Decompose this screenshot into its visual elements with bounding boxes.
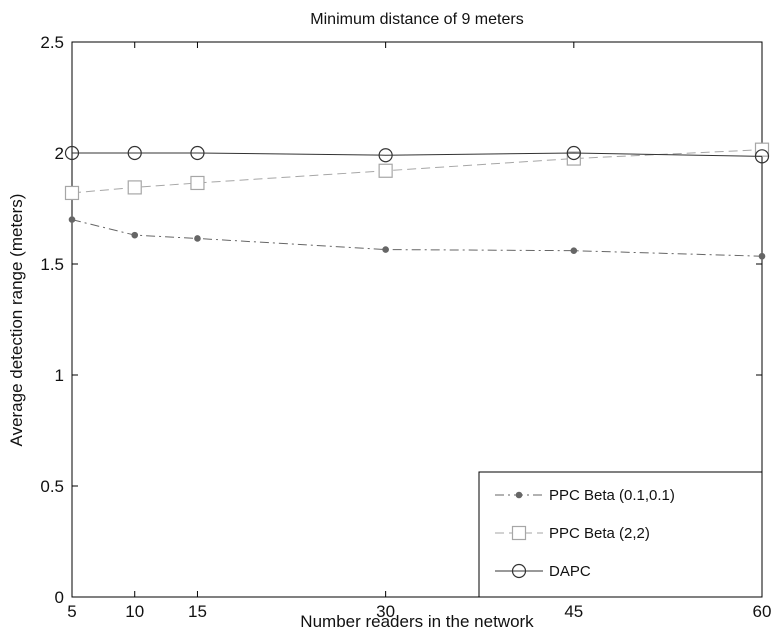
data-point [64,185,80,201]
data-point [127,145,142,161]
data-point [194,235,201,242]
y-tick-label: 1.5 [40,255,64,274]
x-tick-label: 45 [564,602,583,621]
legend-item: PPC Beta (2,2) [495,525,650,542]
data-point [131,231,139,239]
y-tick-label: 0 [55,588,64,607]
x-tick-label: 10 [125,602,144,621]
legend-item: DAPC [495,563,591,580]
series-layer [64,142,770,260]
data-point [566,145,581,161]
data-point [570,247,578,254]
series-line [71,219,763,257]
series-3 [64,145,770,164]
y-tick-label: 2.5 [40,33,64,52]
data-point [378,163,393,178]
legend: PPC Beta (0.1,0.1) PPC Beta (2,2) DAPC [478,471,763,598]
data-point [378,148,393,163]
data-point [127,180,142,195]
y-axis-label: Average detection range (meters) [7,194,26,447]
x-tick-label: 30 [376,602,395,621]
data-point [382,246,389,253]
data-point [64,145,80,161]
data-point [190,145,205,161]
data-point [754,149,770,164]
data-point [758,252,766,260]
series-line [71,149,763,194]
y-tick-label: 1 [55,366,64,385]
legend-label: PPC Beta (2,2) [549,525,650,542]
x-tick-label: 15 [188,602,207,621]
y-tick-label: 2 [55,144,64,163]
series-1 [68,216,766,260]
data-point [68,216,76,223]
axis-ticks: 5 10 15 30 45 60 0 0.5 1 1.5 2 2.5 [40,33,771,621]
legend-label: PPC Beta (0.1,0.1) [549,487,675,504]
legend-box [478,471,763,598]
y-tick-label: 0.5 [40,477,64,496]
x-tick-label: 5 [67,602,76,621]
chart-title: Minimum distance of 9 meters [310,11,523,28]
data-point [190,175,205,191]
legend-marker [511,525,527,541]
x-tick-label: 60 [753,602,772,621]
legend-marker [511,563,527,579]
legend-item: PPC Beta (0.1,0.1) [495,487,675,504]
series-line [72,152,763,157]
x-axis-label: Number readers in the network [300,612,534,631]
legend-marker [515,491,523,499]
data-point [566,151,581,166]
legend-label: DAPC [549,563,591,580]
